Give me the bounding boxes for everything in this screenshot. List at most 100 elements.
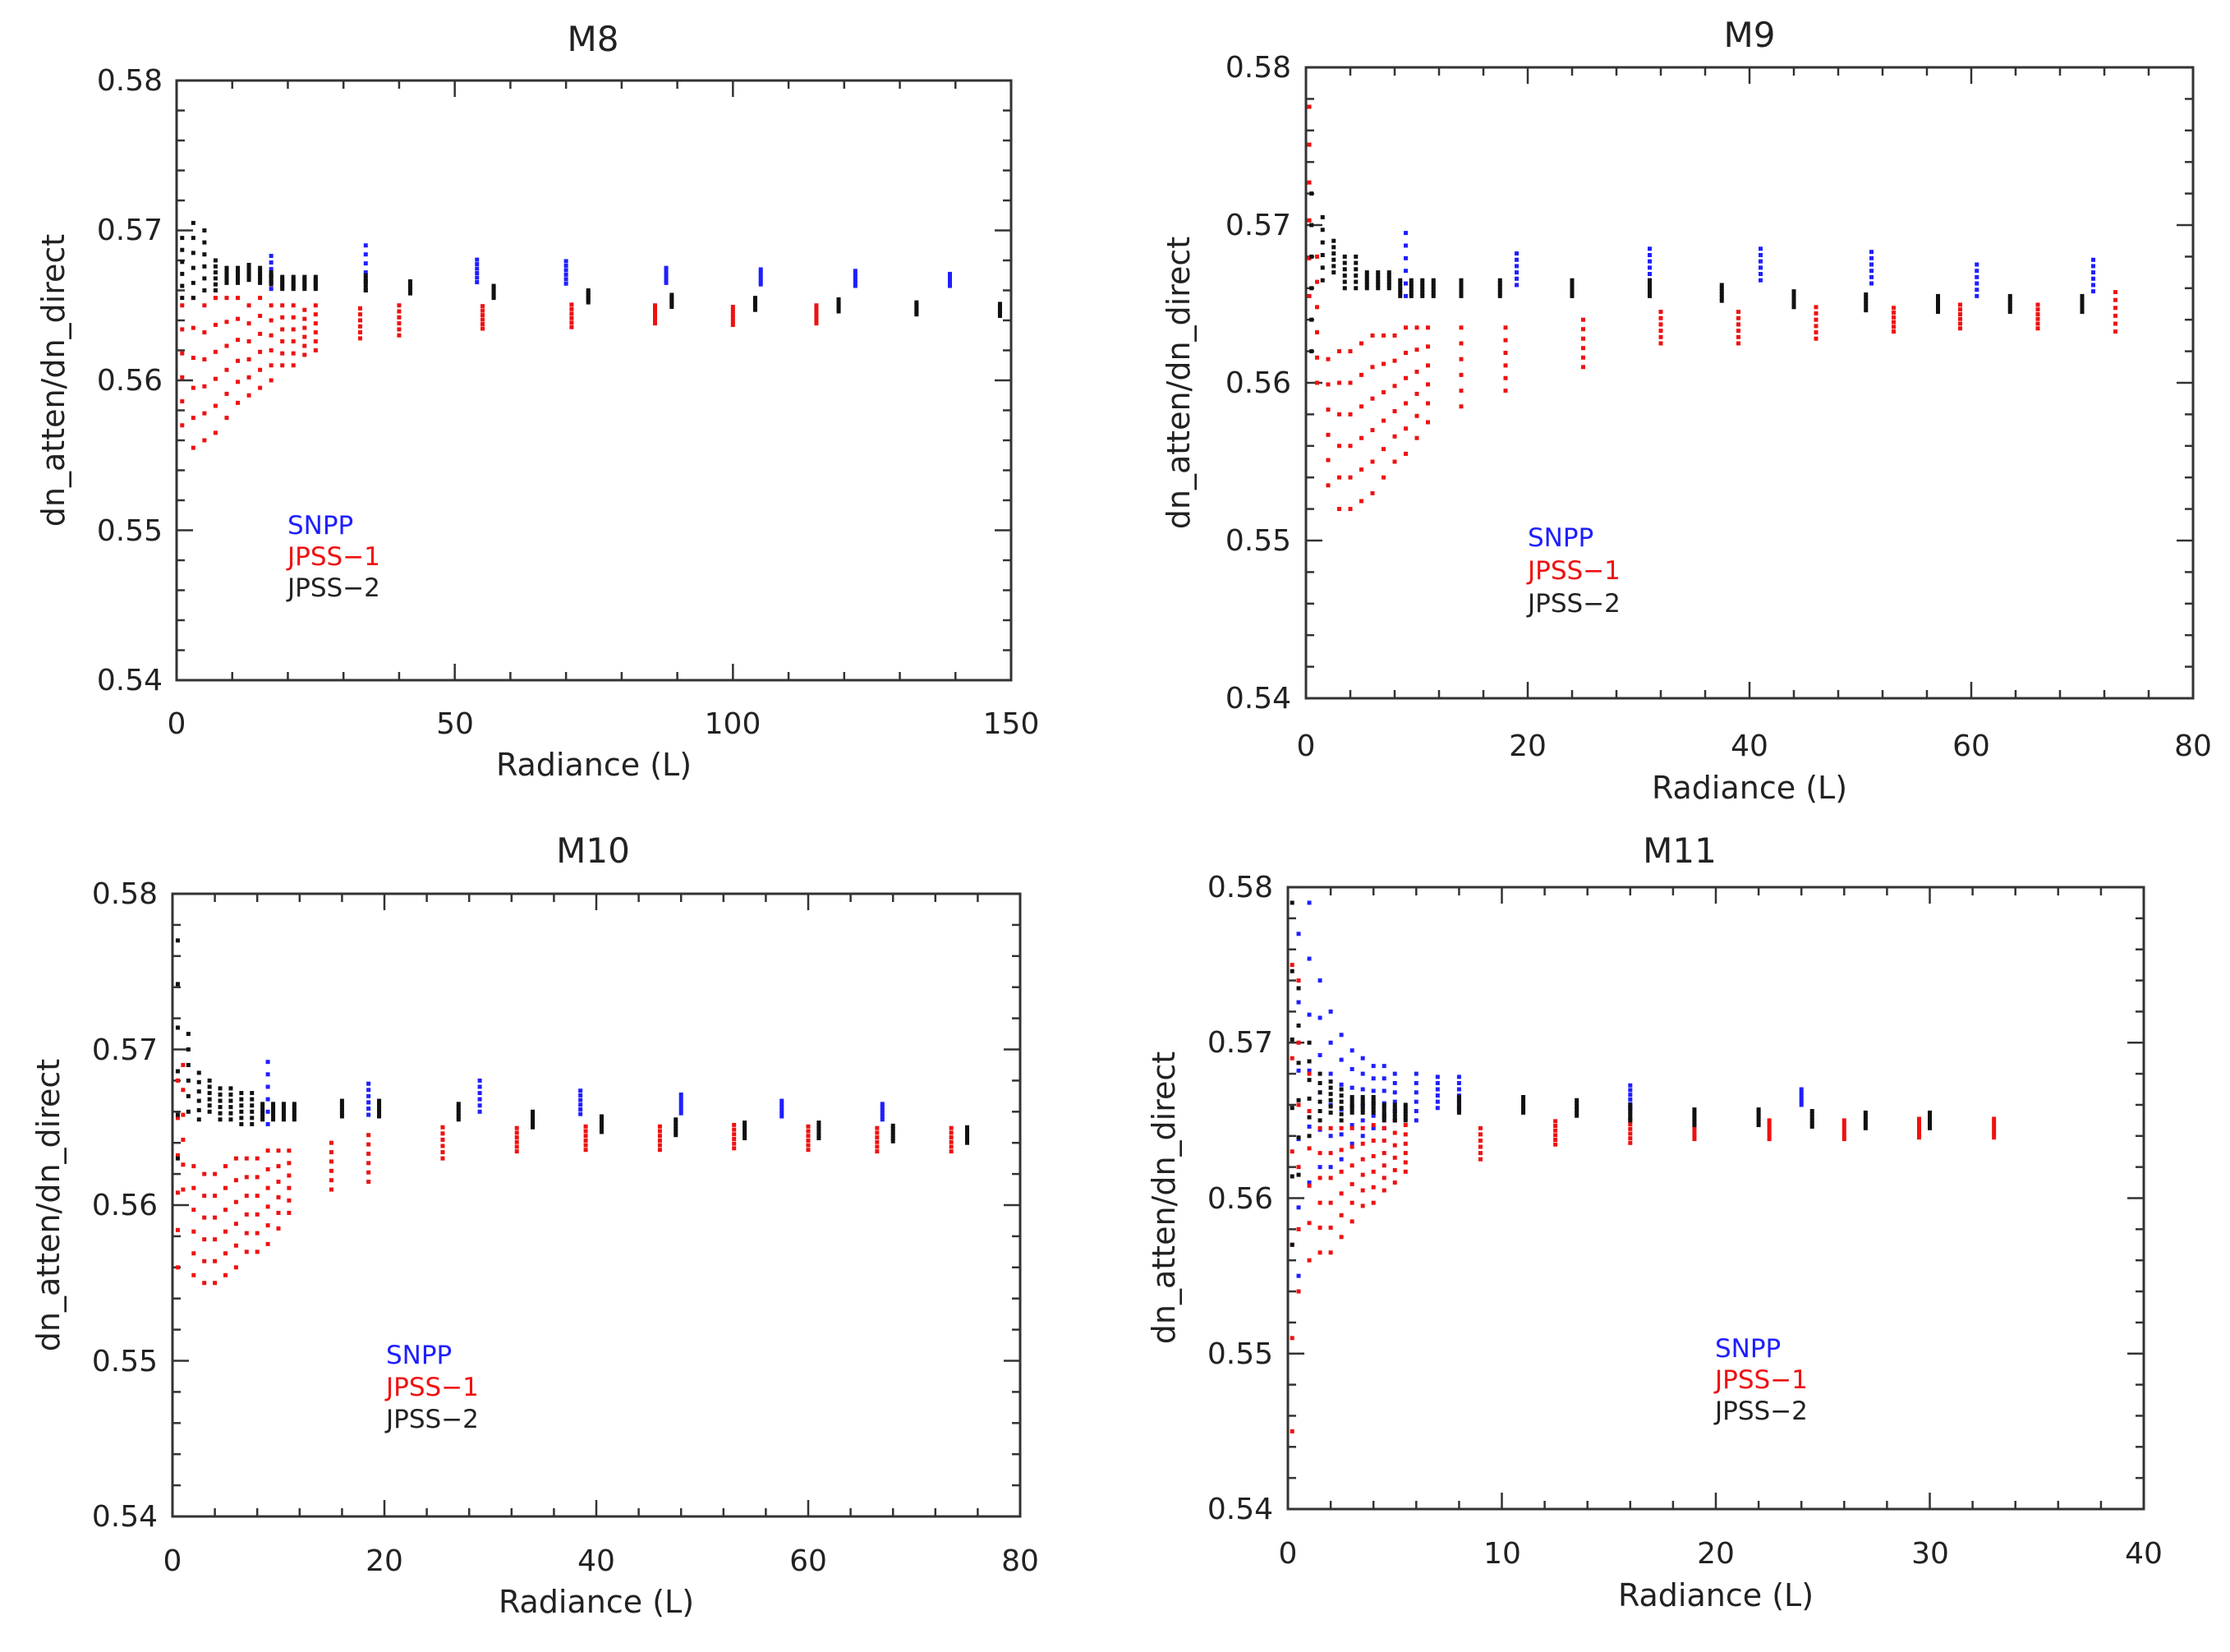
data-point-jpss-2: [914, 307, 919, 312]
data-point-jpss-1: [732, 1136, 737, 1141]
data-point-snpp: [1328, 1040, 1333, 1045]
data-point-jpss-2: [363, 285, 368, 290]
data-point-snpp: [1515, 276, 1519, 281]
data-point-jpss-2: [997, 306, 1002, 311]
data-point-jpss-2: [1349, 1104, 1354, 1109]
data-point-jpss-2: [1409, 278, 1414, 283]
data-point-jpss-1: [202, 1171, 207, 1176]
data-point-snpp: [363, 243, 368, 248]
data-point-jpss-2: [2080, 303, 2085, 308]
data-point-jpss-2: [816, 1121, 821, 1125]
data-point-jpss-2: [202, 276, 207, 281]
data-point-jpss-2: [816, 1123, 821, 1128]
data-point-jpss-2: [1349, 1101, 1354, 1106]
data-point-jpss-2: [586, 288, 591, 292]
data-point-snpp: [779, 1111, 784, 1116]
data-point-jpss-2: [1409, 284, 1414, 289]
data-point-jpss-2: [2007, 303, 2012, 308]
data-point-jpss-1: [180, 423, 185, 428]
data-point-jpss-2: [1376, 270, 1381, 275]
data-point-jpss-2: [1354, 286, 1359, 291]
data-point-snpp: [678, 1111, 683, 1116]
data-point-jpss-2: [1331, 245, 1336, 250]
data-point-jpss-1: [1392, 459, 1397, 464]
data-point-jpss-1: [358, 306, 363, 311]
data-point-jpss-2: [1386, 276, 1391, 281]
data-point-snpp: [563, 281, 568, 286]
data-point-jpss-1: [1459, 357, 1464, 361]
data-point-jpss-1: [875, 1144, 880, 1149]
tick-marks: [171, 892, 1022, 1518]
data-point-jpss-2: [260, 1105, 265, 1110]
data-point-jpss-2: [965, 1131, 969, 1136]
data-point-jpss-2: [1317, 1080, 1322, 1085]
data-point-jpss-1: [191, 1229, 196, 1234]
data-point-jpss-2: [250, 1103, 255, 1108]
data-point-jpss-2: [816, 1133, 821, 1138]
data-point-jpss-2: [1809, 1111, 1814, 1116]
data-point-jpss-2: [531, 1119, 536, 1124]
data-point-snpp: [477, 1078, 482, 1083]
data-point-jpss-1: [1382, 361, 1386, 366]
data-point-jpss-2: [997, 314, 1002, 319]
data-point-jpss-1: [236, 380, 241, 384]
data-point-jpss-1: [1382, 475, 1386, 480]
data-point-jpss-2: [291, 287, 296, 292]
data-point-jpss-1: [1503, 389, 1508, 393]
data-point-jpss-1: [1403, 1141, 1408, 1146]
data-point-jpss-1: [265, 1241, 270, 1246]
data-point-snpp: [947, 283, 952, 288]
data-point-jpss-1: [1658, 310, 1663, 315]
data-point-jpss-1: [313, 348, 318, 352]
data-point-jpss-1: [2113, 321, 2117, 326]
data-point-jpss-1: [1404, 375, 1408, 380]
data-point-jpss-2: [180, 271, 185, 276]
data-point-jpss-2: [1392, 1118, 1397, 1123]
data-point-jpss-1: [191, 1251, 196, 1256]
data-point-jpss-1: [329, 1178, 333, 1183]
data-point-jpss-1: [1337, 444, 1341, 449]
data-point-jpss-1: [213, 1171, 218, 1176]
data-point-snpp: [1296, 1273, 1301, 1278]
data-point-jpss-1: [732, 1146, 737, 1151]
data-point-jpss-1: [191, 416, 195, 421]
data-point-jpss-2: [1392, 1111, 1397, 1116]
data-point-jpss-1: [1814, 330, 1818, 335]
data-point-jpss-2: [186, 1109, 191, 1114]
data-point-jpss-1: [202, 1194, 207, 1199]
data-point-snpp: [1414, 1071, 1418, 1076]
y-tick-label: 0.57: [1225, 209, 1291, 242]
data-point-jpss-2: [1328, 1097, 1333, 1102]
data-point-jpss-2: [456, 1102, 461, 1107]
data-point-jpss-2: [1398, 288, 1403, 292]
data-point-jpss-2: [339, 1114, 344, 1119]
data-point-jpss-2: [1342, 286, 1347, 291]
data-point-jpss-1: [480, 326, 485, 331]
data-point-jpss-1: [1841, 1118, 1846, 1123]
data-point-jpss-2: [1648, 293, 1652, 298]
data-point-jpss-2: [191, 280, 195, 285]
data-point-jpss-2: [339, 1098, 344, 1103]
data-point-snpp: [2091, 270, 2095, 275]
y-axis-label: dn_atten/dn_direct: [1161, 237, 1197, 529]
data-point-jpss-2: [599, 1126, 604, 1131]
data-point-jpss-2: [1354, 254, 1359, 259]
data-point-jpss-1: [1658, 322, 1663, 327]
data-point-snpp: [1799, 1093, 1804, 1098]
data-point-jpss-1: [440, 1137, 445, 1142]
data-point-jpss-2: [224, 280, 229, 285]
data-point-jpss-2: [1364, 283, 1369, 288]
data-point-jpss-1: [1958, 326, 1962, 331]
data-point-snpp: [947, 271, 952, 276]
data-point-snpp: [1975, 274, 1979, 279]
data-point-snpp: [366, 1112, 371, 1117]
data-point-jpss-1: [1371, 1185, 1376, 1190]
data-point-jpss-2: [914, 312, 919, 317]
data-point-jpss-1: [1307, 1183, 1312, 1188]
data-point-jpss-1: [1736, 310, 1740, 315]
data-point-jpss-2: [1497, 284, 1502, 289]
data-point-jpss-2: [260, 1102, 265, 1107]
data-point-jpss-2: [196, 1089, 201, 1094]
data-point-snpp: [1456, 1074, 1461, 1079]
data-point-snpp: [1435, 1093, 1440, 1098]
